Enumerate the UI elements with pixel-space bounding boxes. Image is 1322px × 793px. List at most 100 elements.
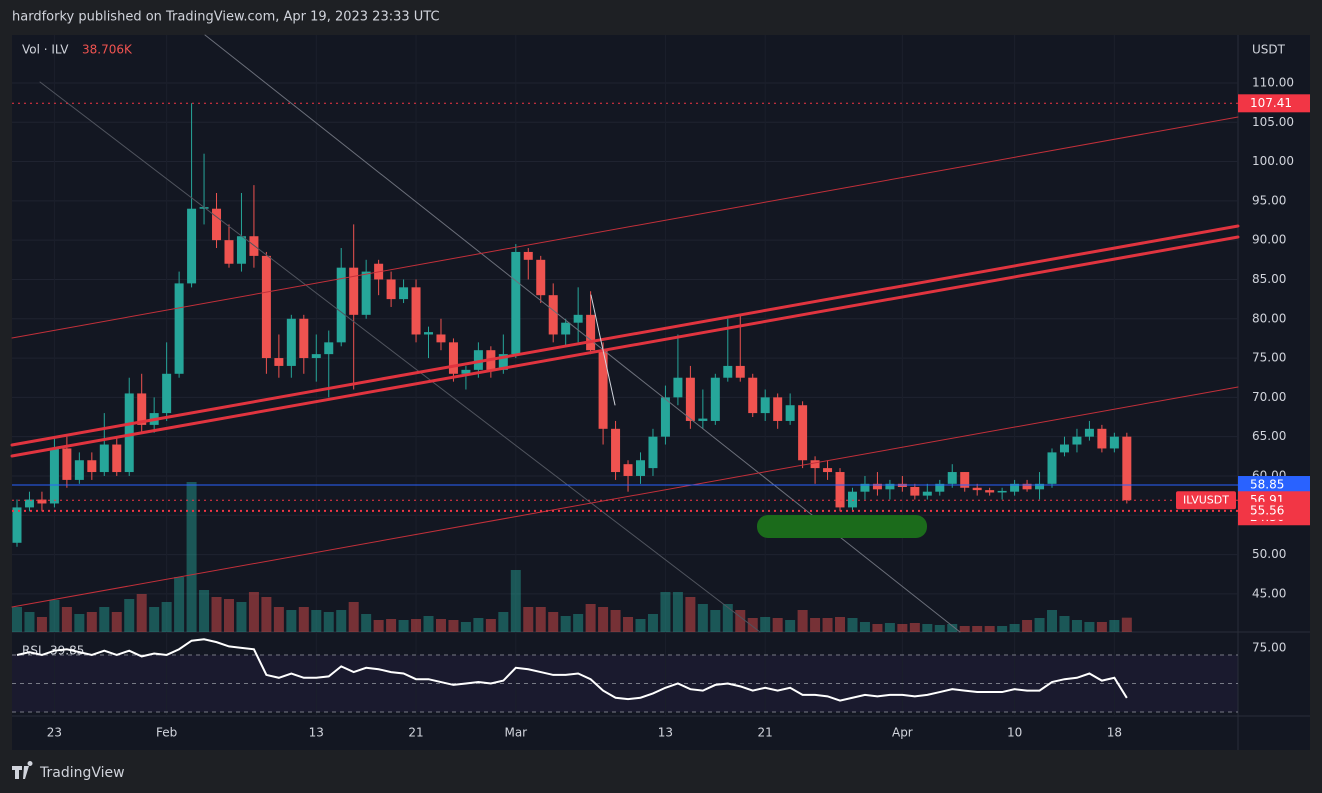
x-tick-label: Feb	[156, 726, 177, 740]
candle-body	[735, 365, 745, 378]
volume-bar	[1034, 618, 1045, 632]
candle-body	[673, 377, 683, 398]
price-tag	[1238, 476, 1310, 495]
volume-bar	[61, 607, 72, 632]
volume-bar	[174, 577, 185, 632]
x-tick-label: Apr	[892, 726, 913, 740]
y-tick-label: 85.00	[1252, 272, 1286, 286]
channel-line	[10, 224, 1240, 447]
candle-body	[324, 342, 334, 355]
x-tick-label: 18	[1107, 726, 1122, 740]
candle-body	[523, 251, 533, 260]
y-tick-label: 45.00	[1252, 586, 1286, 600]
volume-bar	[161, 602, 172, 632]
x-tick-label: 13	[658, 726, 673, 740]
candle-body	[847, 491, 857, 508]
candle-body	[872, 483, 882, 490]
volume-bar	[99, 607, 110, 632]
volume-bar	[411, 619, 422, 632]
candle-body	[623, 464, 633, 476]
candle-body	[236, 236, 246, 264]
volume-legend: Vol · ILV	[22, 43, 69, 57]
volume-bar	[24, 612, 35, 632]
symbol-label: ILVUSDT	[1183, 493, 1229, 506]
volume-bar	[386, 619, 397, 632]
price-tag	[1238, 94, 1310, 113]
candle-body	[586, 314, 596, 351]
volume-bar	[585, 604, 596, 632]
candle-body	[224, 240, 234, 264]
volume-bar	[398, 620, 409, 632]
volume-bar	[485, 619, 496, 632]
candle-body	[1122, 436, 1132, 501]
candle-body	[935, 483, 945, 492]
candle-body	[636, 460, 645, 476]
volume-bar	[810, 618, 821, 632]
volume-bar	[859, 622, 870, 632]
brand-logo: TradingView	[12, 760, 125, 781]
candle-body	[124, 393, 134, 473]
volume-bar	[136, 594, 147, 632]
volume-bar	[298, 607, 309, 632]
candle-body	[299, 318, 309, 359]
candle-body	[12, 507, 22, 543]
volume-bar	[847, 618, 858, 632]
volume-bar	[199, 590, 210, 632]
candle-body	[112, 444, 122, 473]
volume-bar	[361, 614, 372, 632]
volume-bar	[710, 610, 721, 632]
axis-unit: USDT	[1252, 43, 1286, 57]
candle-body	[137, 393, 147, 425]
candle-body	[274, 358, 284, 366]
y-tick-label: 70.00	[1252, 390, 1286, 404]
candle-body	[261, 255, 271, 359]
chart-area	[12, 35, 1310, 750]
candle-body	[748, 377, 758, 414]
volume-bar	[922, 624, 933, 632]
volume-bar	[934, 625, 945, 632]
volume-bar	[373, 620, 384, 632]
volume-bar	[223, 599, 234, 632]
volume-bar	[311, 610, 322, 632]
volume-bar	[548, 612, 559, 632]
volume-bar	[872, 624, 883, 632]
volume-bar	[835, 617, 846, 632]
volume-bar	[535, 607, 546, 632]
y-tick-label: 50.00	[1252, 547, 1286, 561]
volume-bar	[498, 612, 509, 632]
candle-body	[174, 283, 184, 374]
candle-body	[1059, 444, 1069, 453]
candle-body	[74, 460, 84, 480]
drawings	[10, 34, 1240, 633]
volume-bar	[685, 597, 696, 632]
trend-line	[590, 294, 616, 406]
candle-body	[1035, 483, 1045, 490]
candle-body	[212, 208, 222, 241]
volume-bar	[286, 610, 297, 632]
candle-body	[498, 354, 508, 370]
volume-bar	[897, 624, 908, 632]
marks	[12, 35, 1238, 716]
y-tick-label: 75.00	[1252, 351, 1286, 365]
candle-body	[723, 365, 733, 378]
volume-bar	[760, 617, 771, 632]
logo-icon	[12, 760, 33, 779]
rsi-band	[12, 655, 1238, 712]
candle-body	[511, 251, 521, 355]
x-tick-label: Mar	[504, 726, 527, 740]
volume-bar	[473, 618, 484, 632]
volume-bar	[336, 610, 347, 632]
y-tick-label: 100.00	[1252, 154, 1294, 168]
candle-body	[286, 318, 296, 366]
volume-bar	[236, 602, 247, 632]
volume-bar	[959, 626, 970, 632]
volume-bar	[1022, 620, 1033, 632]
candle-body	[835, 472, 845, 508]
y-tick-label: 105.00	[1252, 115, 1294, 129]
candle-body	[436, 334, 446, 343]
candle-body	[336, 267, 346, 343]
volume-bar	[261, 597, 272, 632]
candle-body	[1010, 483, 1020, 492]
volume-bar	[984, 626, 995, 632]
candle-body	[99, 444, 109, 473]
